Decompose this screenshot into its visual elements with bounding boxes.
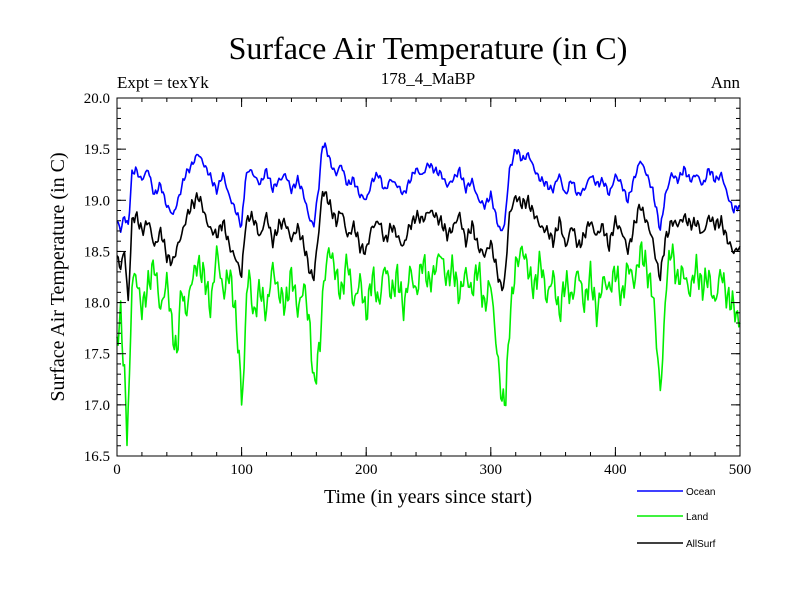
legend-label: Land <box>686 512 708 523</box>
plot-frame <box>116 97 741 457</box>
x-tick-label: 500 <box>729 462 752 478</box>
plot-area <box>116 97 741 457</box>
chart-title: Surface Air Temperature (in C) <box>229 30 628 66</box>
x-tick-label: 0 <box>113 462 121 478</box>
y-tick-label: 16.5 <box>84 449 110 465</box>
y-tick-label: 17.0 <box>84 398 110 414</box>
legend-label: AllSurf <box>686 539 716 550</box>
legend-label: Ocean <box>686 487 715 498</box>
series-line-ocean <box>116 142 741 233</box>
x-tick-label: 200 <box>355 462 378 478</box>
period-label: 178_4_MaBP <box>381 69 475 88</box>
x-tick-label: 100 <box>230 462 253 478</box>
series-line-land <box>116 241 741 447</box>
legend: Ocean Land AllSurf <box>637 487 716 550</box>
series-line-allsurf <box>116 190 741 302</box>
y-tick-label: 18.5 <box>84 244 110 260</box>
season-label: Ann <box>711 73 741 92</box>
y-axis: 16.5 17.0 17.5 18.0 18.5 19.0 19.5 20.0 <box>84 91 740 465</box>
x-axis: 0 100 200 300 400 500 <box>113 98 751 478</box>
y-axis-label: Surface Air Temperature (in C) <box>47 152 69 401</box>
y-tick-label: 18.0 <box>84 296 110 312</box>
y-tick-label: 20.0 <box>84 91 110 107</box>
y-tick-label: 19.5 <box>84 142 110 158</box>
experiment-label: Expt = texYk <box>117 73 209 92</box>
y-tick-label: 17.5 <box>84 347 110 363</box>
series-layer <box>116 142 741 447</box>
x-tick-label: 400 <box>604 462 627 478</box>
x-tick-label: 300 <box>480 462 503 478</box>
y-tick-label: 19.0 <box>84 193 110 209</box>
x-axis-label: Time (in years since start) <box>324 486 532 508</box>
